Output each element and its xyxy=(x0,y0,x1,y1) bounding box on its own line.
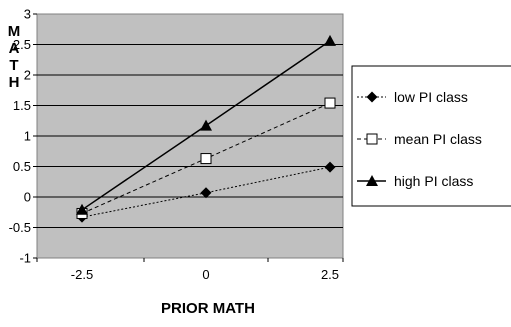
legend-label: low PI class xyxy=(394,89,468,105)
legend-marker xyxy=(366,91,378,103)
legend-label: mean PI class xyxy=(394,131,482,147)
y-tick-label: 0.5 xyxy=(13,159,31,174)
y-axis-ticks: -1 -0.5 0 0.5 1 1.5 2 2.5 3 xyxy=(9,7,37,266)
data-point xyxy=(200,153,212,165)
x-tick-label: 0 xyxy=(202,267,209,282)
legend-label: high PI class xyxy=(394,173,473,189)
y-tick-label: -1 xyxy=(19,251,31,266)
grid-lines xyxy=(37,44,343,228)
legend-box xyxy=(351,65,511,207)
data-point xyxy=(324,161,336,173)
y-tick-label: 3 xyxy=(24,7,31,22)
y-tick-label: 0 xyxy=(24,190,31,205)
data-point xyxy=(76,203,88,215)
legend-marker xyxy=(366,133,378,145)
y-tick-label: -0.5 xyxy=(9,220,31,235)
y-tick-label: 1.5 xyxy=(13,98,31,113)
x-axis-label: PRIOR MATH xyxy=(161,300,255,317)
x-tick-label: -2.5 xyxy=(71,267,93,282)
legend: low PI class mean PI class high PI class xyxy=(357,89,482,189)
series-group xyxy=(76,34,336,223)
x-axis-ticks: -2.5 0 2.5 xyxy=(36,258,344,282)
x-tick-label: 2.5 xyxy=(321,267,339,282)
legend-marker xyxy=(366,175,378,186)
y-tick-label: 2 xyxy=(24,68,31,83)
data-point xyxy=(200,187,212,199)
data-point xyxy=(324,97,336,109)
data-point xyxy=(324,34,336,46)
data-point xyxy=(200,119,212,131)
y-tick-label: 2.5 xyxy=(13,37,31,52)
y-tick-label: 1 xyxy=(24,129,31,144)
